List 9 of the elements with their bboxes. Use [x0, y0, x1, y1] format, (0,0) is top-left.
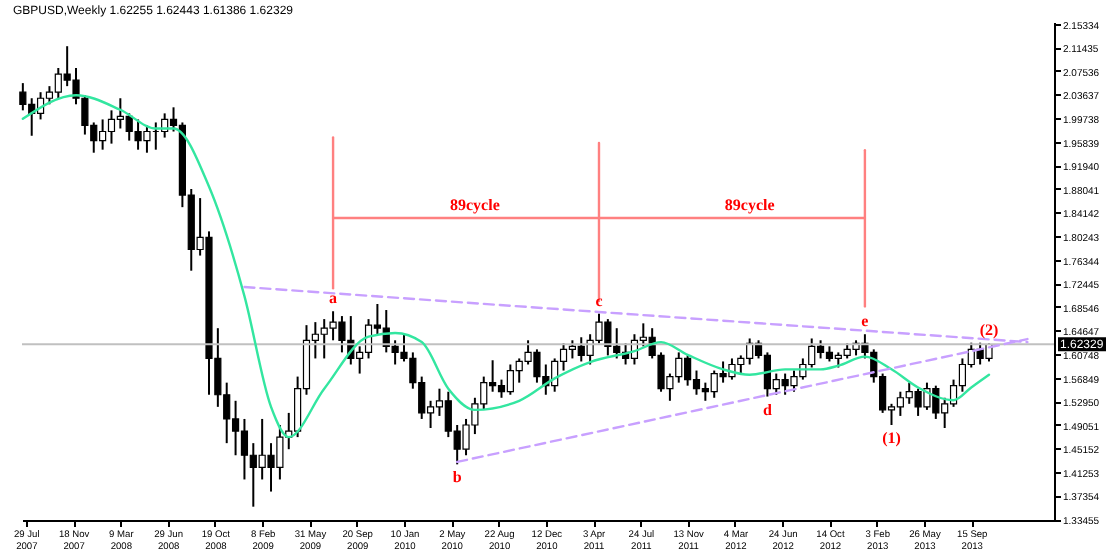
annotation: d: [762, 400, 773, 419]
annotation: b: [452, 468, 463, 487]
annotation: e: [861, 312, 870, 331]
annotation: (2): [979, 321, 999, 340]
annotation: a: [329, 289, 338, 308]
annotation: (1): [882, 429, 902, 447]
annotation: c: [595, 291, 604, 310]
annotation: 89cycle: [450, 196, 501, 215]
annotation: 89cycle: [724, 196, 776, 215]
